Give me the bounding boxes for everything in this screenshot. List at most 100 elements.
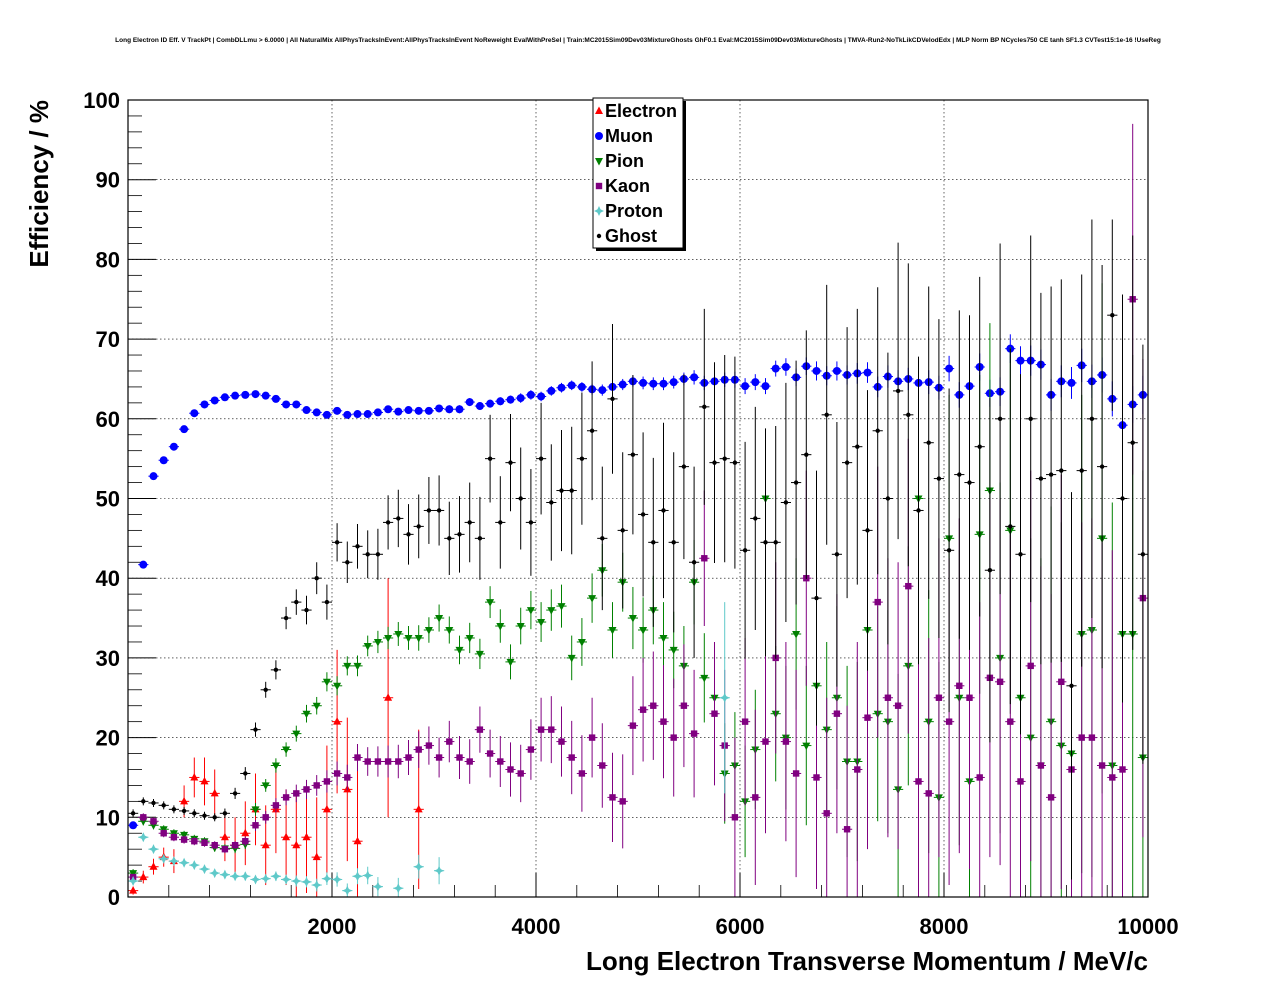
kaon-marker <box>507 766 514 773</box>
pion-point <box>607 602 618 658</box>
kaon-point <box>240 836 251 846</box>
muon-marker <box>741 382 750 391</box>
y-tick-label: 0 <box>108 885 120 910</box>
kaon-marker <box>568 754 575 761</box>
muon-point <box>413 406 424 415</box>
muon-marker <box>394 407 403 416</box>
proton-point <box>250 874 261 885</box>
ghost-point <box>933 319 944 638</box>
proton-point <box>199 864 210 875</box>
kaon-marker <box>905 582 912 590</box>
kaon-marker <box>619 798 626 805</box>
ghost-marker <box>742 548 748 553</box>
muon-point <box>505 395 516 404</box>
ghost-point <box>546 444 557 561</box>
kaon-marker <box>293 790 300 797</box>
legend-entry-kaon: Kaon <box>595 176 650 196</box>
legend-label-ghost: Ghost <box>605 226 657 246</box>
ghost-point <box>1137 344 1148 764</box>
ghost-marker <box>1130 440 1135 445</box>
electron-marker <box>200 776 209 785</box>
ghost-marker <box>844 460 850 465</box>
ghost-point <box>821 284 832 545</box>
muon-marker <box>414 406 423 415</box>
proton-marker <box>372 881 383 892</box>
kaon-point <box>536 697 547 762</box>
pion-marker <box>333 682 342 691</box>
kaon-point <box>576 735 587 812</box>
muon-marker <box>333 406 342 415</box>
ghost-point <box>882 352 893 645</box>
kaon-point <box>362 747 373 776</box>
muon-point <box>393 407 404 416</box>
muon-marker <box>475 402 484 411</box>
kaon-point <box>179 835 190 844</box>
muon-point <box>372 408 383 417</box>
ghost-point <box>556 429 567 552</box>
kaon-marker <box>711 710 718 717</box>
proton-marker <box>168 856 179 867</box>
ghost-marker <box>498 520 503 525</box>
muon-marker <box>149 472 158 481</box>
proton-marker <box>189 860 200 871</box>
ghost-point <box>1107 219 1118 411</box>
muon-point <box>536 391 547 402</box>
kaon-point <box>923 637 934 897</box>
kaon-marker <box>191 838 198 845</box>
kaon-marker <box>364 758 371 765</box>
muon-marker <box>241 390 250 399</box>
ghost-marker <box>773 540 778 545</box>
electron-marker <box>353 836 362 845</box>
muon-marker <box>129 821 138 830</box>
proton-marker <box>362 870 373 881</box>
ghost-point <box>189 809 200 818</box>
muon-point <box>780 358 791 376</box>
pion-point <box>801 665 812 826</box>
ghost-marker <box>1028 416 1033 421</box>
electron-marker <box>414 804 423 813</box>
kaon-point <box>842 705 853 897</box>
ghost-point <box>1035 292 1046 665</box>
kaon-marker <box>629 722 637 729</box>
muon-point <box>668 375 679 389</box>
kaon-marker <box>456 754 463 761</box>
ghost-marker <box>916 508 921 513</box>
ghost-point <box>1086 219 1097 619</box>
muon-point <box>434 404 445 413</box>
kaon-point <box>729 737 740 897</box>
kaon-marker <box>915 778 922 785</box>
pion-marker <box>363 642 372 651</box>
ghost-marker <box>671 540 676 545</box>
legend-entry-proton: Proton <box>594 201 663 221</box>
proton-point <box>148 844 159 855</box>
pion-point <box>699 633 710 723</box>
kaon-point <box>372 746 383 777</box>
kaon-marker <box>1109 774 1116 781</box>
pion-marker <box>424 627 433 635</box>
ghost-point <box>984 398 995 743</box>
muon-point <box>648 377 659 391</box>
kaon-point <box>597 723 608 808</box>
kaon-point <box>740 637 751 806</box>
kaon-marker <box>252 822 259 829</box>
muon-marker <box>659 379 668 388</box>
proton-marker <box>352 871 363 882</box>
muon-marker <box>271 394 280 403</box>
kaon-marker <box>854 766 861 773</box>
electron-marker <box>333 717 342 725</box>
kaon-point <box>658 665 669 779</box>
kaon-point <box>138 813 149 822</box>
ghost-point <box>689 466 700 658</box>
ghost-point <box>321 584 332 620</box>
pion-point <box>658 602 669 674</box>
ghost-point <box>1005 348 1016 705</box>
muon-marker <box>373 408 382 417</box>
legend-marker-muon <box>595 132 603 140</box>
ghost-marker <box>508 460 513 465</box>
ghost-marker <box>1120 496 1125 501</box>
muon-point <box>321 410 332 419</box>
ghost-marker <box>783 500 789 505</box>
ghost-marker <box>528 520 534 525</box>
ghost-marker <box>334 540 340 545</box>
kaon-marker <box>486 750 494 757</box>
